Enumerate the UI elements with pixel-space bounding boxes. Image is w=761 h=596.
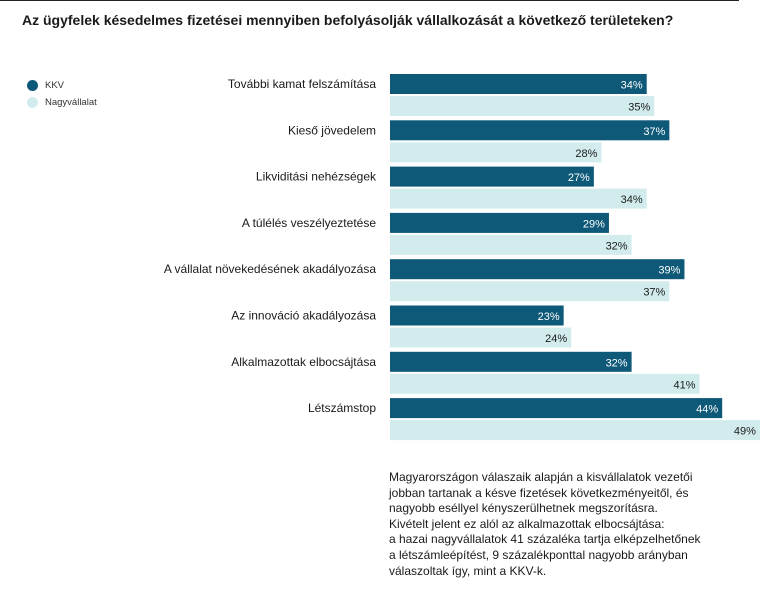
data-label-nagyvallalat: 49%: [734, 426, 756, 438]
bar-nagyvallalat: [390, 188, 647, 209]
bar-nagyvallalat: [390, 281, 670, 302]
data-label-nagyvallalat: 28%: [575, 148, 597, 160]
category-label: Kieső jövedelem: [288, 123, 376, 137]
legend: KKV Nagyvállalat: [27, 77, 97, 111]
bar-nagyvallalat: [390, 142, 602, 163]
note-line: nagyobb eséllyel kényszerülhetnek megszo…: [389, 501, 658, 516]
data-label-nagyvallalat: 41%: [674, 379, 696, 391]
category-label: Az innováció akadályozása: [231, 309, 376, 323]
category-label: Likviditási nehézségek: [256, 170, 377, 184]
top-rule: [0, 0, 739, 1]
note-line: Magyarországon válaszaik alapján a kisvá…: [389, 470, 693, 484]
note-line: Kivételt jelent ez alól az alkalmazottak…: [389, 516, 665, 531]
category-label: A vállalat növekedésének akadályozása: [164, 262, 376, 276]
data-label-nagyvallalat: 24%: [545, 333, 567, 345]
data-label-nagyvallalat: 34%: [621, 194, 643, 206]
legend-item-nagyvallalat: Nagyvállalat: [27, 94, 97, 111]
bar-nagyvallalat: [390, 234, 632, 255]
bar-nagyvallalat: [390, 373, 700, 394]
legend-label-kkv: KKV: [45, 80, 65, 91]
note-line: a hazai nagyvállalatok 41 százaléka tart…: [389, 532, 701, 547]
data-label-kkv: 39%: [658, 265, 680, 277]
data-label-kkv: 23%: [538, 311, 560, 323]
data-label-kkv: 44%: [696, 404, 718, 416]
bar-kkv: [390, 305, 564, 326]
bar-kkv: [390, 398, 723, 419]
bar-chart: További kamat felszámítása 34% 35% Kieső jö…: [164, 74, 760, 441]
bar-kkv: [390, 74, 647, 94]
category-label: A túlélés veszélyeztetése: [242, 216, 376, 230]
bar-nagyvallalat: [390, 327, 572, 348]
bar-kkv: [390, 212, 609, 233]
note-line: a létszámleépítést, 9 százalékponttal na…: [389, 547, 688, 562]
note-line: jobban tartanak a késve fizetések követk…: [389, 485, 689, 500]
category-label: További kamat felszámítása: [228, 77, 376, 91]
bar-kkv: [390, 259, 685, 280]
data-label-nagyvallalat: 37%: [643, 287, 665, 299]
data-label-nagyvallalat: 35%: [628, 102, 650, 114]
commentary-text: Magyarországon válaszaik alapján a kisvá…: [389, 470, 729, 579]
bar-kkv: [390, 351, 632, 372]
data-label-kkv: 27%: [568, 172, 590, 184]
bar-kkv: [390, 166, 594, 187]
bar-nagyvallalat: [390, 420, 760, 441]
category-label: Alkalmazottak elbocsájtása: [231, 355, 376, 369]
legend-item-kkv: KKV: [27, 77, 97, 94]
data-label-kkv: 34%: [621, 80, 643, 92]
bar-kkv: [390, 120, 670, 141]
legend-label-nagyvallalat: Nagyvállalat: [45, 97, 97, 108]
data-label-kkv: 37%: [643, 126, 665, 138]
data-label-nagyvallalat: 32%: [606, 240, 628, 252]
data-label-kkv: 32%: [606, 357, 628, 369]
bar-nagyvallalat: [390, 96, 655, 116]
chart-title: Az ügyfelek késedelmes fizetései mennyib…: [22, 12, 674, 28]
legend-swatch-kkv: [27, 80, 38, 91]
note-line: válaszoltak így, mint a KKV-k.: [389, 563, 547, 578]
legend-swatch-nagyvallalat: [27, 97, 38, 108]
data-label-kkv: 29%: [583, 218, 605, 230]
category-label: Létszámstop: [308, 401, 376, 415]
